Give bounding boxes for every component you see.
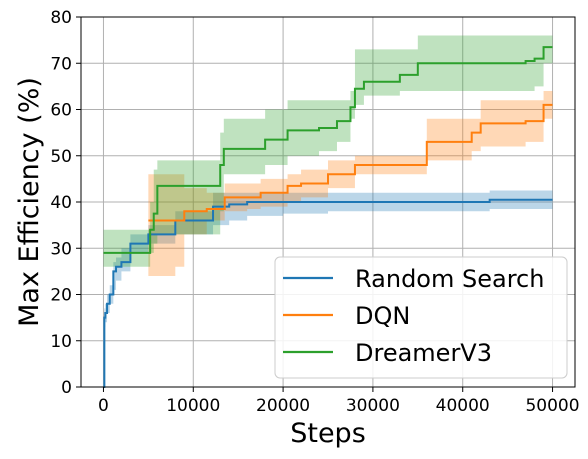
y-tick-label: 20 xyxy=(50,286,72,306)
line-dreamerv3 xyxy=(103,46,553,254)
series-lines xyxy=(103,46,553,388)
x-tick-label: 20000 xyxy=(256,396,310,416)
y-tick-label: 30 xyxy=(50,239,72,259)
legend-box xyxy=(274,256,568,379)
y-tick-label: 10 xyxy=(50,332,72,352)
x-axis-label: Steps xyxy=(290,418,366,449)
line-dqn xyxy=(148,103,553,222)
x-tick-label: 30000 xyxy=(346,396,400,416)
y-axis-label: Max Efficiency (%) xyxy=(14,77,45,327)
x-axis-ticks: 0 10000 20000 30000 40000 50000 xyxy=(98,387,580,416)
y-tick-label: 50 xyxy=(50,147,72,167)
band-dqn xyxy=(148,91,553,276)
y-axis-ticks: 0 10 20 30 40 50 60 70 80 xyxy=(50,8,81,398)
legend: Random Search DQN DreamerV3 xyxy=(274,256,568,379)
line-random-search xyxy=(103,198,553,388)
y-tick-label: 70 xyxy=(50,54,72,74)
legend-label-dqn: DQN xyxy=(355,302,410,330)
band-dreamerv3 xyxy=(103,35,553,267)
y-tick-label: 40 xyxy=(50,193,72,213)
y-tick-label: 0 xyxy=(61,378,72,398)
y-tick-label: 80 xyxy=(50,8,72,28)
x-tick-label: 10000 xyxy=(166,396,220,416)
y-tick-label: 60 xyxy=(50,101,72,121)
legend-label-dreamerv3: DreamerV3 xyxy=(355,339,492,367)
x-tick-label: 50000 xyxy=(525,396,579,416)
x-tick-label: 40000 xyxy=(436,396,490,416)
x-tick-label: 0 xyxy=(98,396,109,416)
legend-label-random-search: Random Search xyxy=(355,265,544,293)
